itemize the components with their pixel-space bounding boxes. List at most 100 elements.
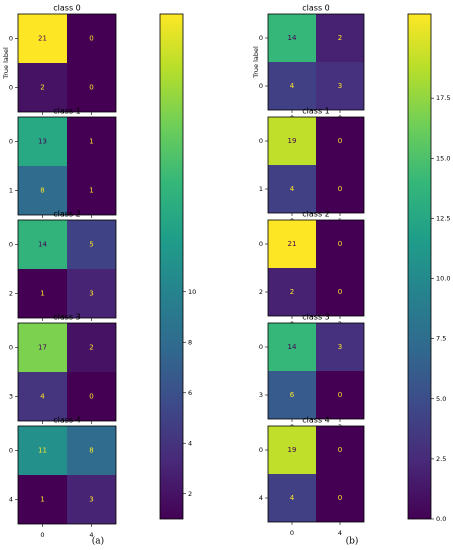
- row-tick-label: 3: [9, 393, 13, 401]
- heatmap-cell: [316, 117, 364, 165]
- confusion-panel: class 4 19 0 4 0 0 4 0 4: [259, 416, 365, 537]
- col-tick-label: 4: [338, 529, 342, 537]
- confusion-panel: class 4 11 8 1 3 0 4 0 4: [9, 416, 117, 539]
- cell-value-label: 14: [288, 343, 297, 351]
- cell-value-label: 14: [288, 34, 297, 42]
- heatmap-cell: [67, 269, 116, 318]
- colorbar-tick-label: 12.5: [436, 214, 450, 222]
- heatmap-cell: [268, 165, 316, 213]
- heatmap-cell: [268, 117, 316, 165]
- cell-value-label: 6: [290, 391, 295, 399]
- cell-value-label: 0: [338, 391, 342, 399]
- colorbar-tick-label: 7.5: [436, 335, 446, 343]
- confusion-panel: class 0210200000: [9, 4, 117, 124]
- cell-value-label: 0: [338, 240, 342, 248]
- panel-frame: [267, 116, 365, 214]
- row-tick-label: 2: [9, 290, 13, 298]
- panel-frame: [17, 116, 117, 216]
- cell-value-label: 13: [38, 138, 47, 146]
- cell-value-label: 2: [40, 84, 44, 92]
- cell-value-label: 3: [89, 290, 93, 298]
- heatmap-cell: [67, 166, 116, 215]
- colorbar-tick-label: 6: [188, 389, 192, 397]
- y-axis-label: True label: [2, 47, 10, 80]
- panel-title: class 0: [302, 4, 330, 13]
- cell-value-label: 1: [89, 138, 93, 146]
- panel-title: class 4: [53, 416, 81, 425]
- panel-frame: [17, 13, 117, 113]
- row-tick-label: 0: [259, 446, 263, 454]
- cell-value-label: 19: [288, 137, 297, 145]
- cell-value-label: 1: [40, 290, 44, 298]
- colorbar: 2 4 6 8 10: [159, 13, 196, 520]
- cell-value-label: 2: [338, 34, 342, 42]
- heatmap-cell: [67, 14, 116, 63]
- heatmap-cell: [268, 62, 316, 110]
- confusion-panel: class 1131810101: [9, 107, 117, 227]
- cell-value-label: 0: [89, 393, 93, 401]
- panel-frame: [17, 425, 117, 525]
- panel-frame: [17, 322, 117, 422]
- confusion-panel: class 3172400303: [9, 313, 117, 433]
- cell-value-label: 1: [89, 187, 93, 195]
- colorbar-frame: [159, 13, 184, 520]
- cell-value-label: 0: [338, 137, 342, 145]
- heatmap-cell: [18, 426, 67, 475]
- cell-value-label: 14: [38, 241, 47, 249]
- col-tick-label: 0: [290, 529, 294, 537]
- heatmap-cell: [268, 268, 316, 316]
- heatmap-cell: [67, 323, 116, 372]
- cell-value-label: 4: [40, 393, 45, 401]
- heatmap-cell: [67, 426, 116, 475]
- panel-title: class 1: [302, 107, 330, 116]
- row-tick-label: 0: [259, 82, 263, 90]
- panel-title: class 1: [53, 107, 81, 116]
- cell-value-label: 5: [89, 241, 93, 249]
- cell-value-label: 2: [290, 288, 294, 296]
- panel-frame: [267, 219, 365, 317]
- heatmap-cell: [67, 220, 116, 269]
- colorbar-tick-label: 2.5: [436, 455, 446, 463]
- colorbar-gradient: [160, 14, 183, 519]
- cell-value-label: 8: [40, 187, 44, 195]
- heatmap-cell: [316, 371, 364, 419]
- cell-value-label: 4: [290, 185, 295, 193]
- heatmap-cell: [18, 220, 67, 269]
- row-tick-label: 0: [259, 343, 263, 351]
- colorbar-tick-label: 5.0: [436, 395, 446, 403]
- heatmap-cell: [18, 63, 67, 112]
- cell-value-label: 0: [338, 288, 342, 296]
- colorbar-tick-label: 4: [188, 439, 192, 447]
- confusion-panel: class 3143600303: [259, 313, 365, 431]
- cell-value-label: 19: [288, 446, 297, 454]
- panel-frame: [267, 13, 365, 111]
- heatmap-cell: [18, 14, 67, 63]
- row-tick-label: 1: [259, 185, 263, 193]
- heatmap-cell: [18, 166, 67, 215]
- confusion-panel: class 1190400101: [259, 107, 365, 225]
- cell-value-label: 3: [89, 496, 93, 504]
- row-tick-label: 0: [259, 240, 263, 248]
- colorbar-tick-label: 8: [188, 338, 192, 346]
- row-tick-label: 0: [259, 137, 263, 145]
- confusion-panel: class 2145130202: [9, 210, 117, 330]
- heatmap-cell: [316, 220, 364, 268]
- colorbar-gradient: [408, 14, 431, 519]
- figure-caption: (a): [92, 536, 104, 547]
- figure-caption: (b): [346, 536, 359, 547]
- colorbar-tick-label: 0.0: [436, 515, 446, 523]
- cell-value-label: 0: [89, 84, 93, 92]
- row-tick-label: 0: [9, 447, 13, 455]
- cell-value-label: 4: [290, 494, 295, 502]
- heatmap-cell: [67, 117, 116, 166]
- panel-frame: [17, 219, 117, 319]
- cell-value-label: 21: [38, 35, 47, 43]
- cell-value-label: 0: [89, 35, 93, 43]
- row-tick-label: 0: [9, 84, 13, 92]
- row-tick-label: 1: [9, 187, 13, 195]
- row-tick-label: 0: [9, 35, 13, 43]
- cell-value-label: 0: [338, 494, 342, 502]
- cell-value-label: 0: [338, 446, 342, 454]
- heatmap-cell: [316, 14, 364, 62]
